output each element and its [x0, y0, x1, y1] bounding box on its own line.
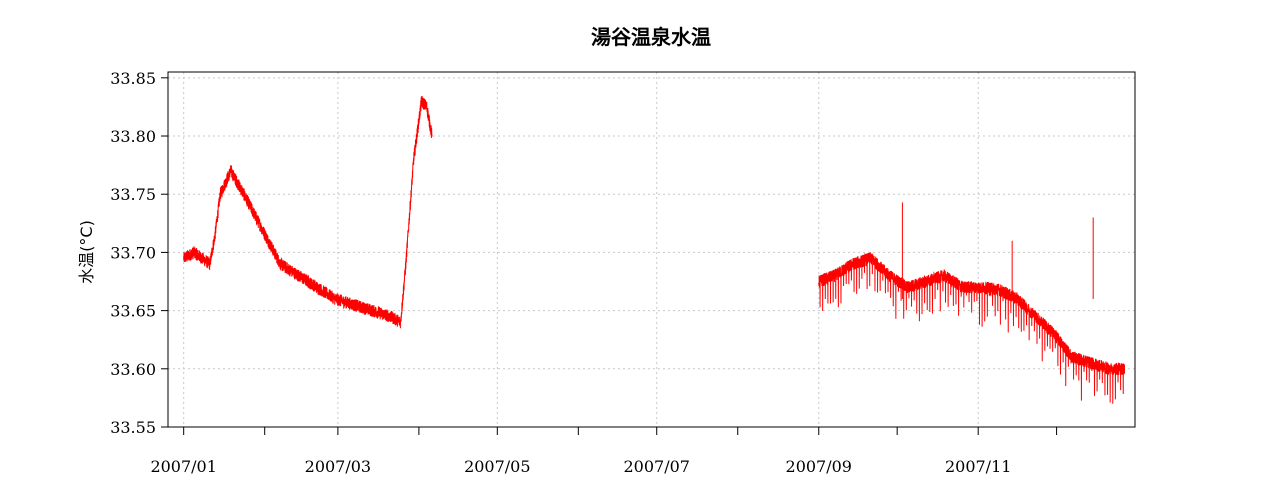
grid-lines [168, 72, 1135, 428]
x-axis: 2007/01 2007/03 2007/05 2007/07 2007/09 2007/… [150, 427, 1058, 476]
series-line [183, 96, 433, 329]
y-tick-label: 33.60 [110, 360, 156, 379]
plot-frame [167, 71, 1136, 428]
x-tick-label: 2007/07 [623, 457, 689, 476]
y-tick-label: 33.70 [110, 243, 156, 262]
x-tick-label: 2007/03 [305, 457, 371, 476]
y-tick-label: 33.65 [110, 302, 156, 321]
x-tick-label: 2007/05 [464, 457, 530, 476]
x-tick-label: 2007/11 [945, 457, 1011, 476]
y-axis: 33.55 33.60 33.65 33.70 33.75 33.80 33.85 [110, 69, 168, 437]
y-tick-label: 33.75 [110, 185, 156, 204]
series-group [183, 96, 1126, 404]
chart-title: 湯谷温泉水温 [591, 25, 711, 49]
y-tick-label: 33.85 [110, 69, 156, 88]
y-axis-label: 水温(°C) [77, 220, 96, 284]
x-tick-label: 2007/09 [786, 457, 852, 476]
y-tick-label: 33.55 [110, 418, 156, 437]
series-line [818, 252, 1126, 404]
y-tick-label: 33.80 [110, 127, 156, 146]
x-tick-label: 2007/01 [150, 457, 216, 476]
